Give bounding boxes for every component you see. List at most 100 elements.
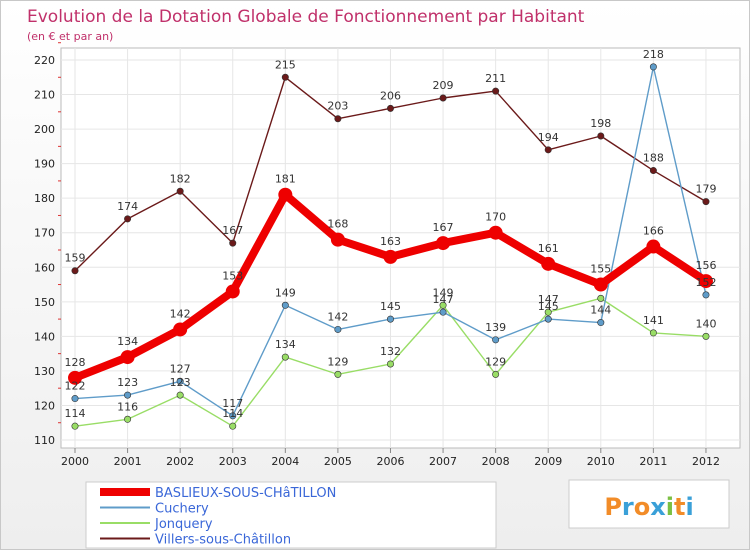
data-label: 182: [170, 172, 191, 185]
data-labels: 159 174 182 167 215 203 206 209 211 194 198 188 179 1…: [65, 48, 717, 420]
data-label: 149: [275, 286, 296, 299]
x-axis: 2000 2001 2002 2003 2004 2005 2006 2007 2008 2009…: [61, 448, 720, 468]
data-point: [71, 395, 79, 403]
legend-label: Cuchery: [155, 502, 209, 517]
data-point: [334, 115, 342, 123]
data-label: 142: [170, 307, 191, 320]
data-point: [281, 353, 289, 361]
data-label: 144: [590, 304, 611, 317]
data-point: [68, 370, 82, 385]
data-label: 149: [433, 286, 454, 299]
data-label: 128: [65, 356, 86, 369]
data-label: 181: [275, 173, 296, 186]
data-label: 141: [643, 314, 664, 327]
data-point: [597, 132, 605, 140]
x-tick-label: 2007: [429, 455, 457, 468]
data-point: [173, 322, 188, 337]
legend-label: Villers-sous-Châtillon: [155, 533, 291, 548]
data-label: 132: [380, 345, 401, 358]
data-point: [544, 315, 552, 323]
data-label: 139: [485, 321, 506, 334]
data-point: [439, 301, 447, 309]
data-point: [649, 63, 657, 71]
data-point: [544, 146, 552, 154]
data-label: 209: [433, 79, 454, 92]
data-point: [386, 104, 394, 112]
data-point: [383, 249, 398, 264]
data-point: [492, 336, 500, 344]
data-label: 134: [117, 335, 138, 348]
x-tick-label: 2005: [324, 455, 352, 468]
data-point: [541, 256, 556, 271]
data-point: [334, 370, 342, 378]
data-label: 194: [538, 131, 559, 144]
data-point: [702, 291, 710, 299]
plot-area: [60, 47, 741, 449]
data-point: [124, 215, 132, 223]
data-label: 123: [117, 376, 138, 389]
data-label: 159: [65, 252, 86, 265]
data-point: [278, 187, 293, 202]
data-point: [646, 239, 661, 254]
y-tick-label: 220: [34, 54, 55, 67]
data-label: 168: [327, 218, 348, 231]
y-tick-label: 210: [34, 89, 55, 102]
y-tick-label: 120: [34, 399, 55, 412]
data-label: 140: [695, 317, 716, 330]
data-label: 147: [538, 293, 559, 306]
data-point: [492, 87, 500, 95]
data-point: [597, 319, 605, 327]
x-tick-label: 2009: [534, 455, 562, 468]
data-point: [330, 232, 345, 247]
y-tick-label: 170: [34, 227, 55, 240]
data-label: 129: [327, 355, 348, 368]
data-label: 117: [222, 397, 243, 410]
y-tick-label: 160: [34, 261, 55, 274]
data-label: 206: [380, 89, 401, 102]
data-label: 211: [485, 72, 506, 85]
data-point: [649, 329, 657, 337]
data-point: [597, 294, 605, 302]
y-tick-label: 150: [34, 296, 55, 309]
data-label: 142: [327, 310, 348, 323]
x-tick-label: 2010: [587, 455, 615, 468]
data-point: [544, 308, 552, 316]
data-point: [281, 73, 289, 81]
x-tick-label: 2006: [376, 455, 404, 468]
data-label: 215: [275, 58, 296, 71]
data-point: [702, 332, 710, 340]
data-point: [120, 350, 135, 365]
data-point: [225, 284, 240, 299]
data-label: 145: [380, 300, 401, 313]
series-2: [71, 63, 710, 420]
data-label: 161: [538, 242, 559, 255]
x-tick-label: 2008: [482, 455, 510, 468]
legend-label: BASLIEUX-SOUS-CHâTILLON: [155, 486, 336, 501]
data-label: 116: [117, 400, 138, 413]
data-point: [71, 422, 79, 430]
legend-box: [85, 481, 497, 549]
data-label: 134: [275, 338, 296, 351]
data-point: [649, 167, 657, 175]
series-3: [68, 187, 713, 385]
x-tick-label: 2001: [114, 455, 142, 468]
y-tick-label: 180: [34, 192, 55, 205]
data-point: [386, 360, 394, 368]
data-label: 174: [117, 200, 138, 213]
data-label: 129: [485, 355, 506, 368]
data-point: [593, 277, 608, 292]
data-point: [176, 377, 184, 385]
data-label: 218: [643, 48, 664, 61]
y-tick-label: 140: [34, 330, 55, 343]
data-point: [229, 239, 237, 247]
x-tick-label: 2011: [639, 455, 667, 468]
logo-box: [568, 479, 730, 529]
data-label: 114: [65, 407, 86, 420]
logo-text: Proxiti: [604, 493, 693, 521]
data-label: 163: [380, 235, 401, 248]
data-label: 166: [643, 225, 664, 238]
series-1: [71, 294, 710, 430]
data-point: [176, 187, 184, 195]
